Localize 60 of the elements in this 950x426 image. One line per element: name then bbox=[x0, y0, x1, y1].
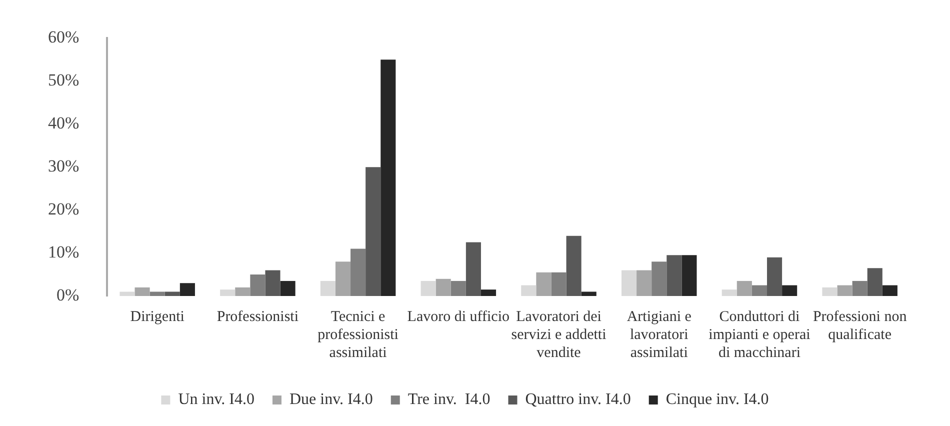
x-tick-label: Professioni non qualificate bbox=[812, 308, 908, 343]
bar bbox=[180, 283, 195, 296]
bar bbox=[466, 242, 481, 296]
y-tick-label: 60% bbox=[48, 28, 80, 47]
bar bbox=[220, 290, 236, 296]
y-tick-label: 40% bbox=[48, 114, 80, 133]
bar bbox=[436, 278, 451, 296]
bar bbox=[682, 255, 697, 296]
bar bbox=[134, 287, 150, 296]
bar bbox=[666, 255, 682, 296]
legend-label: Due inv. I4.0 bbox=[289, 391, 373, 408]
bar bbox=[566, 236, 582, 296]
bar bbox=[867, 268, 882, 296]
y-tick-label: 0% bbox=[56, 285, 80, 304]
bar bbox=[766, 257, 782, 296]
x-tick-label: Lavoratori dei servizi e addetti vendite bbox=[511, 308, 606, 361]
bar bbox=[752, 285, 767, 296]
bar bbox=[822, 287, 838, 296]
bar bbox=[335, 262, 351, 296]
bar bbox=[366, 167, 381, 296]
bar bbox=[636, 270, 652, 296]
bar bbox=[581, 292, 596, 296]
bar bbox=[164, 292, 180, 296]
bar bbox=[450, 280, 466, 296]
legend-label: Tre inv. I4.0 bbox=[408, 391, 490, 408]
y-tick-label: 10% bbox=[48, 242, 80, 262]
bar bbox=[150, 292, 165, 296]
bar bbox=[882, 285, 898, 296]
x-tick-label: Lavoro di ufficio bbox=[407, 308, 510, 325]
bar bbox=[235, 287, 250, 296]
y-tick-label: 30% bbox=[48, 156, 80, 176]
legend-label: Cinque inv. I4.0 bbox=[666, 391, 769, 408]
x-tick-label: Conduttori di impianti e operai di macchinari bbox=[708, 308, 810, 361]
bar bbox=[350, 248, 366, 296]
bar bbox=[852, 280, 868, 296]
bar bbox=[521, 285, 536, 296]
bar bbox=[551, 272, 566, 296]
bar bbox=[736, 280, 752, 296]
bar bbox=[536, 272, 552, 296]
x-tick-label: Dirigenti bbox=[130, 308, 184, 325]
bar bbox=[621, 270, 637, 296]
bar bbox=[120, 292, 135, 296]
bar bbox=[265, 270, 280, 296]
bar bbox=[722, 290, 737, 296]
legend-label: Quattro inv. I4.0 bbox=[525, 391, 631, 408]
x-tick-label: Tecnici e professionisti assimilati bbox=[318, 308, 398, 361]
legend-label: Un inv. I4.0 bbox=[178, 391, 254, 408]
bar bbox=[250, 274, 266, 296]
bar bbox=[380, 60, 396, 296]
x-tick-label: Professionisti bbox=[216, 308, 299, 325]
y-tick-label: 50% bbox=[48, 70, 80, 90]
bar bbox=[320, 280, 336, 296]
bar bbox=[420, 280, 436, 296]
x-tick-label: Artigiani e lavoratori assimilati bbox=[626, 308, 692, 361]
y-tick-label: 20% bbox=[48, 200, 80, 219]
bar bbox=[480, 290, 496, 296]
bar bbox=[280, 280, 296, 296]
bar bbox=[782, 285, 798, 296]
bar bbox=[837, 285, 852, 296]
bar bbox=[652, 262, 667, 296]
